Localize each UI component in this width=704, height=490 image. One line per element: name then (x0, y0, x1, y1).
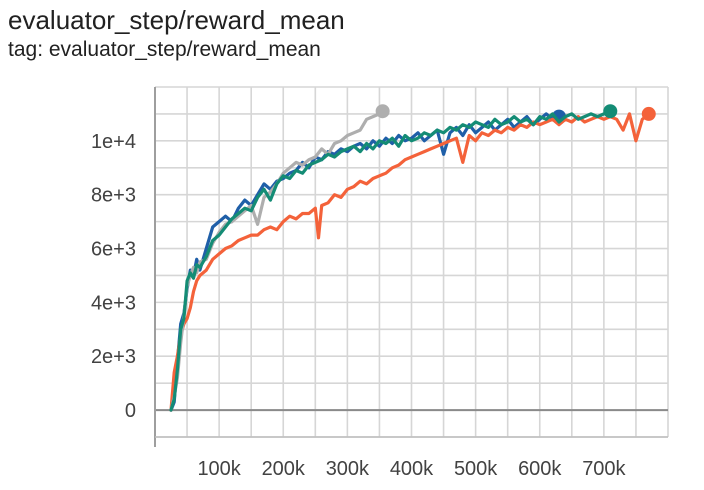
chart-tag-subtitle: tag: evaluator_step/reward_mean (8, 38, 321, 61)
y-tick-label: 2e+3 (91, 346, 136, 368)
y-tick-label: 6e+3 (91, 239, 136, 261)
x-tick-label: 400k (390, 458, 434, 480)
x-tick-label: 700k (582, 458, 626, 480)
y-tick-label: 1e+4 (91, 131, 136, 153)
x-tick-label: 500k (454, 458, 498, 480)
series-end-marker-run-gray (375, 104, 390, 119)
x-tick-label: 200k (262, 458, 306, 480)
y-tick-label: 8e+3 (91, 185, 136, 207)
series-end-marker-run-teal (603, 104, 618, 119)
series-end-marker-run-orange (641, 106, 656, 121)
x-tick-label: 300k (326, 458, 370, 480)
series-line-run-teal (169, 109, 612, 412)
y-tick-label: 4e+3 (91, 292, 136, 314)
series-line-run-orange (169, 112, 651, 412)
chart-title: evaluator_step/reward_mean (8, 5, 345, 35)
y-tick-label: 0 (125, 400, 136, 422)
x-tick-label: 100k (197, 458, 241, 480)
x-tick-label: 600k (518, 458, 562, 480)
series-line-run-blue (169, 112, 561, 412)
